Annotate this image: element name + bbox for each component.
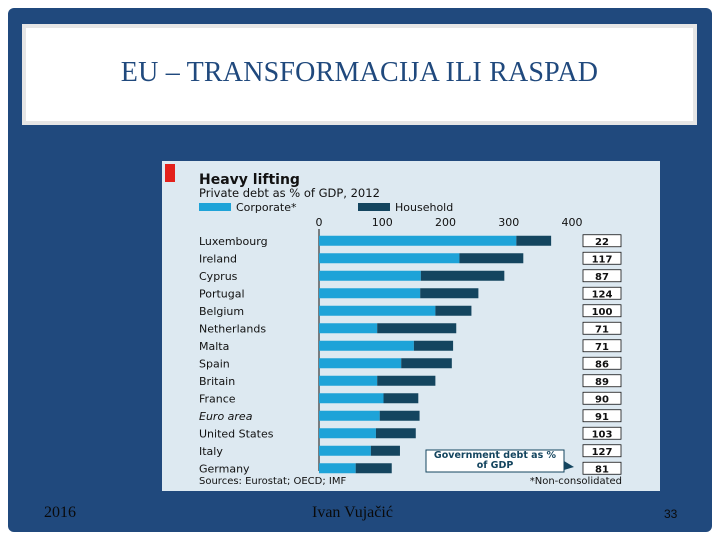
bar-household [383,393,419,404]
bar-corporate [319,393,384,404]
gov-debt-box [582,269,622,283]
x-tick-label: 400 [562,216,583,229]
gov-debt-value: 86 [595,359,609,370]
page-number: 33 [664,507,678,521]
bar-household [413,340,454,351]
category-label: Cyprus [199,270,238,283]
legend-label-corporate: Corporate* [236,201,297,214]
gov-debt-value: 87 [595,272,609,283]
gov-debt-box [582,391,622,405]
category-label: United States [199,427,274,440]
category-label: Euro area [199,410,253,423]
x-tick-label: 200 [435,216,456,229]
title-inner: EU – TRANSFORMACIJA ILI RASPAD [26,28,693,121]
gov-debt-value: 91 [595,412,609,423]
gov-debt-callout-text: Government debt as % of GDP [433,451,557,471]
slide-footer: 2016 Ivan Vujačić 33 [0,504,720,528]
bar-corporate [319,428,376,439]
bar-corporate [319,358,402,369]
chart-panel: Heavy lifting Private debt as % of GDP, … [162,161,660,491]
gov-debt-value: 117 [592,254,613,265]
gov-debt-value: 89 [595,377,609,388]
bar-corporate [319,253,460,264]
slide-date: 2016 [44,504,76,521]
bar-corporate [319,445,371,456]
bar-household [379,410,420,421]
gov-debt-value: 81 [595,464,609,475]
chart-title: Heavy lifting [199,172,300,188]
bar-household [420,288,479,299]
category-label: Britain [199,375,235,388]
x-axis-ticks: 0 100 200 300 400 [316,216,583,229]
bar-corporate [319,288,421,299]
category-label: Germany [199,462,250,475]
gov-debt-box [582,426,622,440]
gov-debt-value: 22 [595,237,609,248]
slide-title: EU – TRANSFORMACIJA ILI RASPAD [120,56,599,88]
chart-rows: Luxembourg 22 Ireland 117 Cyprus 87 Portugal 12… [199,229,622,475]
gov-debt-callout: Government debt as % of GDP [425,449,574,473]
chart-footnote: *Non-consolidated [530,476,622,487]
gov-debt-box [582,461,622,475]
gov-debt-box [582,356,622,370]
legend-swatch-corporate [199,203,231,211]
debt-bar-chart: Heavy lifting Private debt as % of GDP, … [162,161,660,491]
category-label: Ireland [199,252,237,265]
legend-label-household: Household [395,201,453,214]
category-label: France [199,392,236,405]
gov-debt-box [582,251,622,265]
title-box: EU – TRANSFORMACIJA ILI RASPAD [22,24,697,125]
bar-corporate [319,270,421,281]
bar-corporate [319,323,378,334]
gov-debt-box [582,321,622,335]
gov-debt-value: 103 [592,429,613,440]
chart-source: Sources: Eurostat; OECD; IMF [199,476,346,487]
gov-debt-callout-text-wrap: Government debt as % of GDP [433,451,557,471]
bar-corporate [319,305,436,316]
bar-household [377,375,436,386]
bar-household [420,270,505,281]
bar-household [401,358,452,369]
bar-household [459,253,524,264]
category-label: Portugal [199,287,245,300]
category-label: Spain [199,357,230,370]
slide-author: Ivan Vujačić [312,504,393,521]
category-label: Belgium [199,305,244,318]
gov-debt-value: 71 [595,324,609,335]
callout-arrow-icon [564,461,574,470]
bar-household [375,428,416,439]
gov-debt-box [582,409,622,423]
category-label: Netherlands [199,322,266,335]
x-tick-label: 300 [498,216,519,229]
bar-household [435,305,472,316]
bar-household [377,323,457,334]
bar-corporate [319,410,380,421]
bar-household [355,463,392,474]
legend-swatch-household [358,203,390,211]
gov-debt-box [582,374,622,388]
category-label: Malta [199,340,229,353]
gov-debt-box [582,234,622,248]
category-label: Luxembourg [199,235,268,248]
bar-corporate [319,375,378,386]
bar-household [370,445,400,456]
gov-debt-box [582,286,622,300]
gov-debt-value: 71 [595,342,609,353]
bar-corporate [319,235,517,246]
accent-red-tag [165,164,175,182]
category-label: Italy [199,445,223,458]
gov-debt-box [582,304,622,318]
gov-debt-value: 100 [592,307,613,318]
gov-debt-box [582,444,622,458]
bar-corporate [319,463,356,474]
bar-household [516,235,552,246]
gov-debt-box [582,339,622,353]
x-tick-label: 0 [316,216,323,229]
gov-debt-value: 90 [595,394,609,405]
gov-debt-value: 124 [592,289,613,300]
bar-corporate [319,340,414,351]
x-tick-label: 100 [372,216,393,229]
chart-subtitle: Private debt as % of GDP, 2012 [199,186,380,200]
gov-debt-value: 127 [592,447,613,458]
